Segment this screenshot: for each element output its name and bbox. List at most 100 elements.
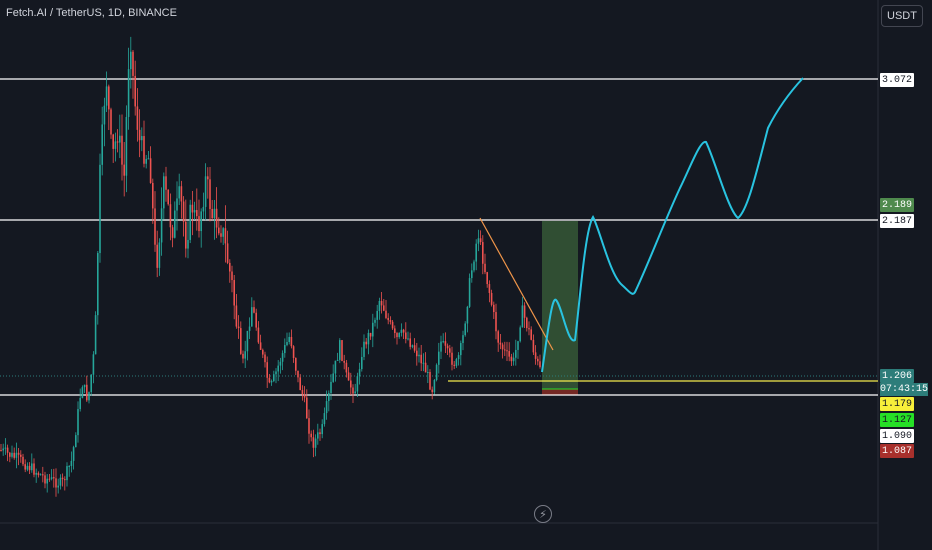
candle-body [226, 243, 229, 263]
candle-body [264, 354, 266, 363]
candle-body [193, 210, 196, 213]
candle-body [374, 319, 376, 323]
candle-body [466, 306, 469, 324]
candle-body [97, 253, 99, 316]
candle-body [15, 452, 18, 458]
candle-body [152, 182, 154, 209]
candle-body [512, 357, 515, 362]
candle-body [303, 394, 306, 398]
candle-body [424, 362, 427, 373]
candle-body [451, 352, 453, 365]
candle-body [275, 371, 277, 375]
candle-body [532, 339, 535, 353]
candle-body [438, 351, 440, 365]
candle-body [11, 452, 13, 457]
price-tag-2187: 2.187 [880, 214, 914, 228]
candle-body [154, 208, 156, 245]
candle-body [528, 328, 530, 330]
candle-body [402, 329, 405, 333]
candle-body [127, 69, 130, 118]
candle-body [114, 141, 117, 149]
candle-body [9, 452, 11, 457]
projection-path [541, 77, 804, 373]
candle-body [281, 353, 284, 362]
candle-body [350, 380, 352, 388]
candle-body [352, 387, 354, 394]
candle-body [215, 208, 218, 228]
candle-body [204, 176, 207, 207]
candle-body [336, 359, 339, 361]
candle-body [235, 305, 238, 327]
candle-body [174, 210, 176, 238]
candle-body [92, 354, 95, 375]
symbol-title: Fetch.AI / TetherUS, 1D, BINANCE [6, 7, 177, 19]
candle-body [515, 349, 517, 358]
candle-body [108, 86, 110, 110]
candle-body [200, 211, 202, 232]
candle-body [517, 341, 519, 350]
candle-body [42, 474, 44, 476]
candle-body [99, 164, 101, 254]
candle-body [376, 310, 378, 320]
candle-body [295, 357, 297, 371]
candle-body [149, 158, 152, 183]
trendline [479, 217, 554, 351]
candle-body [64, 479, 66, 481]
candle-body [242, 353, 244, 359]
candle-body [167, 189, 169, 205]
candle-body [383, 305, 385, 311]
candle-body [345, 362, 348, 373]
candle-body [468, 278, 471, 307]
candle-body [182, 201, 185, 222]
candle-body [198, 216, 200, 232]
candle-body [475, 243, 477, 262]
candle-body [519, 327, 521, 342]
candle-body [416, 350, 418, 357]
candle-body [222, 228, 224, 237]
candle-body [158, 242, 161, 268]
candle-body [409, 338, 411, 347]
candle-body [319, 432, 321, 435]
candle-body [189, 204, 191, 240]
candle-body [427, 372, 429, 374]
candle-body [457, 355, 460, 360]
candle-body [482, 242, 484, 264]
candle-body [55, 478, 57, 488]
candle-body [341, 340, 343, 361]
candle-body [2, 448, 4, 451]
candle-body [57, 485, 59, 488]
candle-body [530, 329, 532, 340]
price-tag-1179: 1.179 [880, 397, 914, 411]
lightning-icon[interactable]: ⚡︎ [534, 505, 552, 523]
candle-body [292, 346, 295, 358]
candle-body [325, 401, 328, 414]
candle-body [308, 418, 310, 434]
candle-body [299, 377, 301, 391]
candle-body [449, 348, 451, 353]
candle-body [180, 186, 183, 202]
last-price-tag: 1.206 [880, 369, 914, 383]
candle-body [365, 341, 367, 345]
candle-body [429, 372, 431, 390]
candle-body [105, 86, 108, 106]
candle-body [185, 221, 187, 249]
candle-body [61, 477, 64, 480]
candle-body [72, 447, 75, 461]
candle-body [288, 336, 290, 343]
candle-body [495, 312, 497, 332]
candle-body [431, 389, 433, 393]
candle-body [277, 365, 279, 372]
candle-body [380, 300, 383, 306]
candle-body [48, 478, 51, 480]
candle-body [317, 432, 319, 439]
candle-body [369, 332, 372, 337]
candle-body [130, 51, 132, 70]
candle-body [39, 474, 42, 476]
candle-body [490, 292, 493, 305]
currency-button[interactable]: USDT [881, 5, 923, 27]
candle-body [378, 300, 381, 311]
candle-body [17, 452, 20, 455]
candle-body [240, 328, 242, 354]
candle-body [231, 271, 233, 281]
